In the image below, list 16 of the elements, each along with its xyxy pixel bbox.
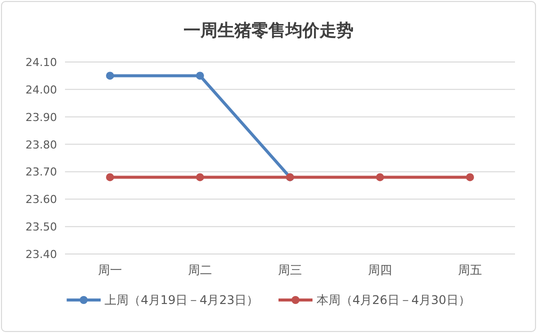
y-tick-label: 23.70 <box>26 166 57 179</box>
y-tick-label: 23.90 <box>26 110 57 124</box>
legend-label: 本周（4月26日－4月30日） <box>316 293 470 307</box>
x-tick-label: 周四 <box>368 263 392 277</box>
y-tick-label: 24.00 <box>26 83 57 96</box>
x-tick-label: 周三 <box>278 263 302 277</box>
legend-label: 上周（4月19日－4月23日） <box>104 293 258 307</box>
y-tick-label: 23.80 <box>26 138 57 152</box>
y-tick-label: 23.50 <box>26 220 57 234</box>
x-tick-label: 周五 <box>458 263 482 277</box>
x-tick-label: 周一 <box>98 263 122 277</box>
y-tick-label: 23.40 <box>26 248 57 261</box>
x-tick-label: 周二 <box>188 263 212 277</box>
chart-title: 一周生猪零售均价走势 <box>184 21 354 41</box>
y-tick-label: 23.60 <box>26 193 57 206</box>
y-tick-label: 24.10 <box>26 56 57 69</box>
